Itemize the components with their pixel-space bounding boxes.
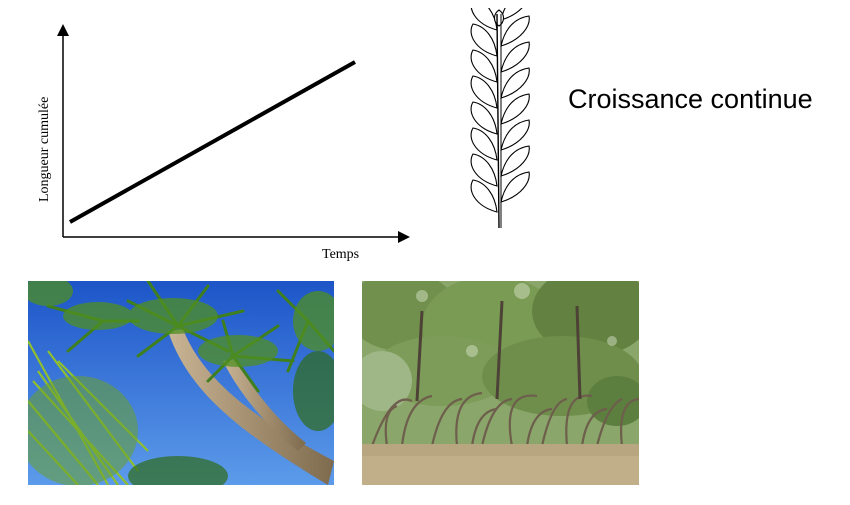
x-axis-label: Temps xyxy=(322,247,359,262)
compound-leaf-drawing xyxy=(470,8,530,229)
caption-continuous-growth: Croissance continue xyxy=(568,84,813,114)
y-axis-label: Longueur cumulée xyxy=(37,97,52,202)
leaflet-right xyxy=(500,145,530,177)
leaflet-left xyxy=(470,8,498,31)
terminal-bud xyxy=(493,9,505,27)
leaflet-left xyxy=(470,49,498,83)
growth-line xyxy=(69,60,356,224)
growth-graph: Longueur cumulée Temps xyxy=(37,24,410,262)
leaflet-right xyxy=(500,15,530,47)
leaflet-right xyxy=(500,67,530,99)
leaflet-left xyxy=(470,179,498,213)
leaflet-right xyxy=(500,119,530,151)
mangrove-photo xyxy=(362,281,639,485)
leaflet-left xyxy=(470,75,498,109)
leaflet-left xyxy=(470,23,498,57)
leaflet-right xyxy=(500,8,523,21)
leaflet-left xyxy=(470,127,498,161)
leaflet-left xyxy=(470,153,498,187)
leaflet-left xyxy=(470,101,498,135)
leaflet-right xyxy=(500,41,530,73)
leaflet-right xyxy=(500,171,530,203)
palm-trees-photo xyxy=(28,281,334,485)
leaflet-right xyxy=(500,93,530,125)
